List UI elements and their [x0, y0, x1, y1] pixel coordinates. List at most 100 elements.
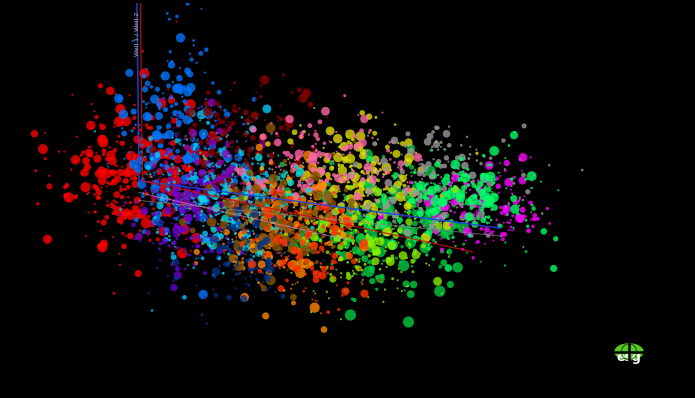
Point	[131, 217, 142, 224]
Point	[173, 223, 184, 229]
Point	[373, 168, 384, 175]
Point	[240, 174, 251, 181]
Point	[143, 214, 154, 220]
Point	[267, 242, 278, 249]
Point	[302, 237, 313, 244]
Point	[268, 216, 279, 222]
Point	[249, 211, 260, 217]
Point	[308, 241, 319, 248]
Point	[154, 248, 165, 254]
Point	[425, 133, 436, 140]
Point	[365, 214, 376, 220]
Point	[161, 227, 172, 233]
Point	[406, 201, 417, 207]
Point	[259, 178, 270, 184]
Point	[297, 248, 308, 254]
Point	[277, 201, 288, 208]
Point	[136, 142, 147, 148]
Point	[211, 234, 222, 241]
Point	[368, 261, 379, 267]
Point	[150, 137, 161, 143]
Point	[407, 269, 418, 275]
Point	[275, 230, 286, 236]
Point	[328, 150, 339, 156]
Point	[345, 170, 356, 176]
Point	[250, 247, 261, 254]
Point	[383, 197, 394, 204]
Point	[279, 158, 291, 164]
Point	[169, 185, 180, 192]
Point	[302, 226, 313, 232]
Point	[254, 250, 265, 256]
Point	[346, 142, 357, 148]
Point	[318, 223, 329, 230]
Point	[395, 193, 406, 200]
Point	[348, 197, 359, 203]
Point	[201, 179, 212, 186]
Point	[255, 240, 266, 246]
Point	[350, 247, 361, 254]
Point	[309, 162, 320, 168]
Point	[257, 255, 268, 261]
Point	[119, 212, 130, 218]
Point	[502, 211, 513, 218]
Point	[384, 186, 395, 193]
Point	[346, 185, 357, 191]
Point	[279, 224, 291, 231]
Point	[140, 215, 151, 221]
Point	[204, 244, 215, 251]
Point	[243, 185, 254, 191]
Point	[138, 171, 149, 177]
Point	[277, 170, 288, 176]
Point	[385, 167, 396, 173]
Point	[368, 180, 379, 186]
Point	[303, 159, 314, 165]
Point	[450, 222, 461, 228]
Point	[209, 223, 220, 229]
Point	[309, 209, 320, 215]
Point	[347, 296, 358, 302]
Point	[431, 207, 442, 213]
Point	[345, 255, 357, 261]
Point	[254, 268, 265, 274]
Point	[254, 156, 265, 163]
Point	[302, 245, 313, 252]
Point	[165, 166, 176, 172]
Point	[349, 163, 360, 169]
Point	[364, 181, 375, 187]
Point	[371, 198, 382, 204]
Point	[371, 157, 382, 164]
Point	[298, 129, 309, 135]
Point	[223, 240, 234, 246]
Point	[95, 83, 106, 89]
Point	[71, 133, 82, 140]
Point	[399, 287, 410, 294]
Point	[295, 228, 306, 234]
Point	[297, 168, 309, 175]
Point	[79, 170, 90, 176]
Point	[213, 176, 224, 182]
Point	[201, 320, 212, 327]
Point	[407, 221, 418, 228]
Point	[313, 150, 325, 157]
Point	[262, 179, 273, 185]
Point	[147, 160, 158, 166]
Point	[248, 220, 259, 226]
Point	[468, 216, 480, 222]
Point	[450, 185, 461, 192]
Point	[242, 117, 253, 124]
Point	[147, 220, 158, 227]
Point	[293, 236, 304, 242]
Point	[224, 247, 236, 254]
Point	[271, 249, 282, 256]
Point	[355, 220, 366, 226]
Point	[215, 199, 226, 205]
Point	[226, 200, 237, 207]
Point	[288, 204, 300, 211]
Point	[343, 234, 354, 240]
Point	[219, 178, 230, 185]
Point	[208, 236, 219, 242]
Point	[491, 176, 502, 182]
Point	[129, 110, 140, 117]
Point	[211, 201, 222, 207]
